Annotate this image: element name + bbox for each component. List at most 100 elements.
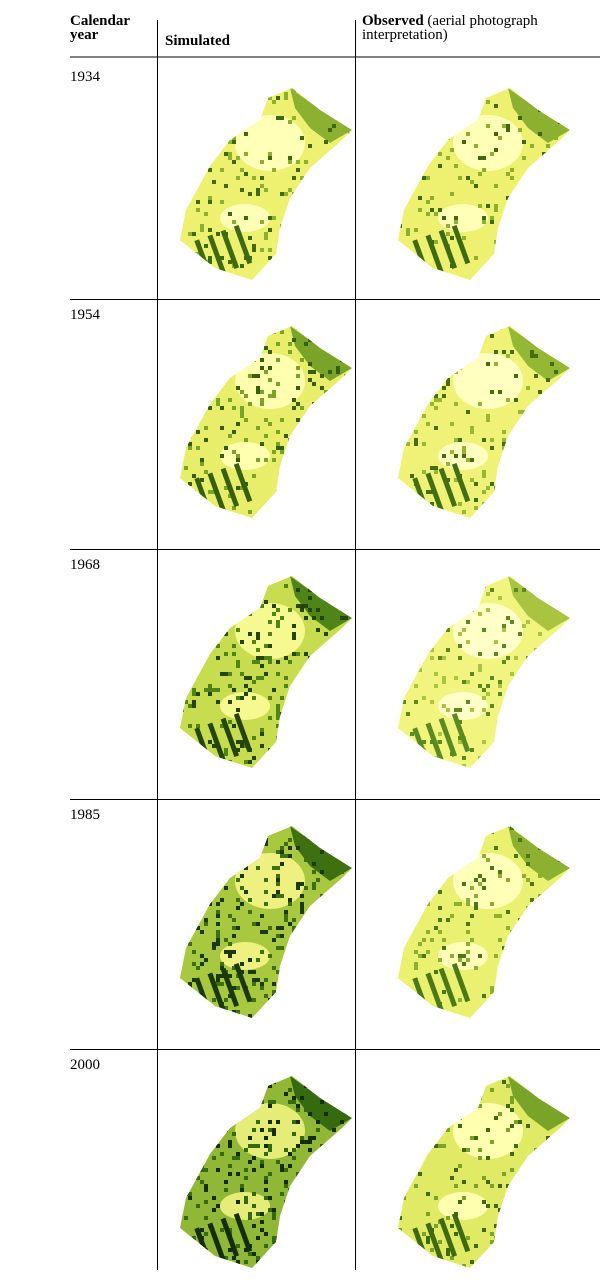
map-pixel (470, 458, 474, 462)
map-pixel (356, 1232, 360, 1236)
map-pixel (522, 874, 526, 878)
map-pixel (184, 80, 188, 84)
map-pixel (168, 128, 172, 132)
map-pixel (176, 664, 180, 668)
map-pixel (418, 942, 422, 946)
map-pixel (562, 522, 566, 526)
map-pixel (478, 818, 482, 822)
map-pixel (566, 76, 570, 80)
map-pixel (554, 306, 558, 310)
map-pixel (276, 382, 280, 386)
map-pixel (438, 740, 442, 744)
map-pixel (312, 616, 316, 620)
map-pixel (168, 954, 172, 958)
map-pixel (438, 136, 442, 140)
map-pixel (486, 684, 490, 688)
map-pixel (168, 608, 172, 612)
map-pixel (308, 1136, 312, 1140)
map-pixel (450, 954, 454, 958)
map-pixel (208, 1056, 212, 1060)
map-pixel (530, 188, 534, 192)
map-pixel (284, 514, 288, 518)
map-pixel (176, 434, 180, 438)
map-pixel (332, 1014, 336, 1018)
map-pixel (300, 818, 304, 822)
map-pixel (506, 954, 510, 958)
map-pixel (382, 898, 386, 902)
map-pixel (280, 1164, 284, 1168)
map-pixel (514, 982, 518, 986)
map-pixel (180, 314, 184, 318)
map-pixel (344, 306, 348, 310)
map-pixel (450, 1176, 454, 1180)
map-pixel (300, 882, 304, 886)
map-pixel (398, 330, 402, 334)
map-pixel (168, 434, 172, 438)
map-pixel (288, 1064, 292, 1068)
map-pixel (510, 1100, 514, 1104)
map-pixel (180, 1196, 184, 1200)
map-pixel (256, 116, 260, 120)
map-pixel (276, 712, 280, 716)
map-pixel (280, 846, 284, 850)
map-pixel (494, 498, 498, 502)
map-pixel (164, 990, 168, 994)
map-pixel (228, 1108, 232, 1112)
map-pixel (244, 96, 248, 100)
map-pixel (228, 398, 232, 402)
map-pixel (280, 850, 284, 854)
map-pixel (176, 866, 180, 870)
map-pixel (312, 438, 316, 442)
map-pixel (272, 310, 276, 314)
map-pixel (248, 1252, 252, 1256)
map-pixel (164, 914, 168, 918)
map-pixel (450, 330, 454, 334)
map-pixel (304, 724, 308, 728)
map-pixel (320, 1260, 324, 1264)
map-pixel (514, 854, 518, 858)
map-pixel (308, 144, 312, 148)
map-pixel (288, 438, 292, 442)
map-pixel (550, 720, 554, 724)
map-pixel (256, 1236, 260, 1240)
map-pixel (268, 768, 272, 772)
map-pixel (394, 1064, 398, 1068)
map-pixel (268, 518, 272, 522)
map-pixel (410, 886, 414, 890)
map-pixel (300, 1188, 304, 1192)
map-pixel (466, 898, 470, 902)
map-pixel (566, 636, 570, 640)
map-pixel (574, 112, 578, 116)
map-pixel (570, 518, 574, 522)
map-pixel (268, 818, 272, 822)
map-pixel (526, 878, 530, 882)
map-pixel (292, 1014, 296, 1018)
map-pixel (566, 88, 570, 92)
map-pixel (220, 168, 224, 172)
map-pixel (344, 752, 348, 756)
map-pixel (292, 624, 296, 628)
map-pixel (486, 486, 490, 490)
map-pixel (518, 116, 522, 120)
map-pixel (316, 970, 320, 974)
map-pixel (442, 1144, 446, 1148)
map-pixel (240, 640, 244, 644)
map-pixel (534, 994, 538, 998)
map-pixel (280, 748, 284, 752)
map-pixel (328, 430, 332, 434)
map-pixel (316, 692, 320, 696)
map-pixel (252, 176, 256, 180)
map-pixel (406, 584, 410, 588)
map-pixel (418, 1100, 422, 1104)
map-pixel (244, 1168, 248, 1172)
map-pixel (260, 1060, 264, 1064)
map-pixel (410, 120, 414, 124)
map-pixel (344, 1200, 348, 1204)
map-pixel (200, 1180, 204, 1184)
map-pixel (284, 514, 288, 518)
map-pixel (212, 1124, 216, 1128)
map-pixel (474, 76, 478, 80)
map-pixel (558, 806, 562, 810)
map-pixel (208, 632, 212, 636)
map-pixel (308, 454, 312, 458)
